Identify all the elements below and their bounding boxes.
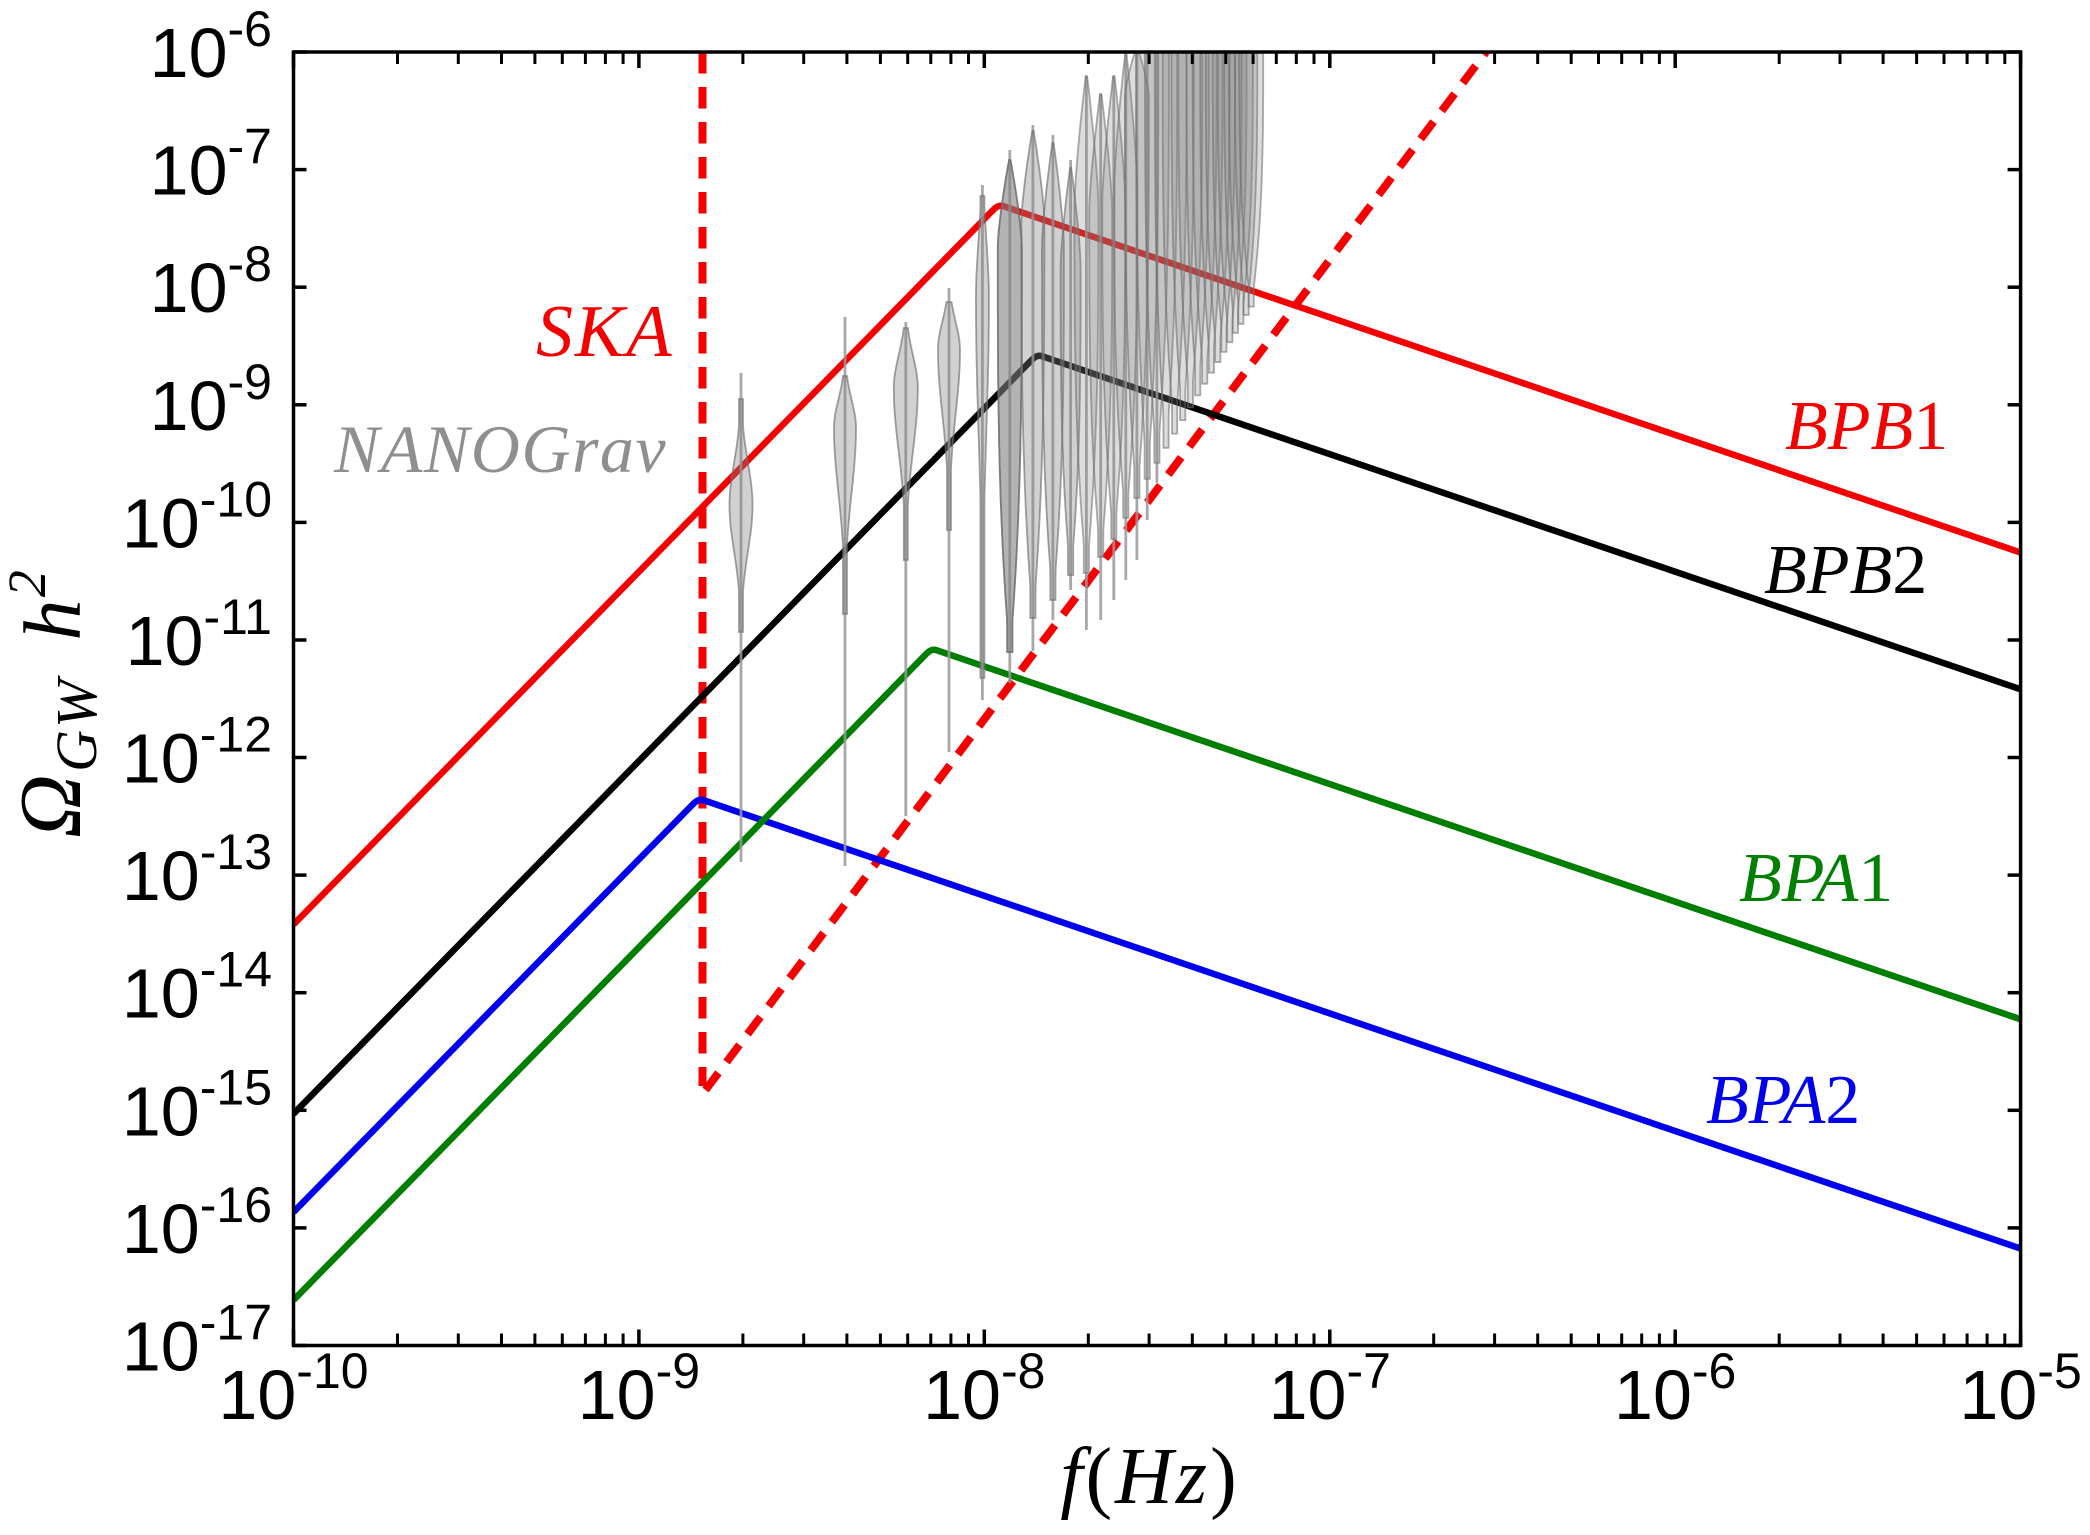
svg-text:BPB2: BPB2 (1764, 532, 1927, 609)
svg-text:BPB1: BPB1 (1785, 388, 1948, 465)
svg-text:f(Hz): f(Hz) (1060, 1433, 1239, 1521)
svg-text:10-14: 10-14 (122, 942, 272, 1033)
svg-text:BPA2: BPA2 (1706, 1062, 1860, 1139)
svg-text:ΩGW h2: ΩGW h2 (0, 568, 109, 838)
svg-text:10-9: 10-9 (150, 354, 272, 445)
svg-text:BPA1: BPA1 (1739, 840, 1893, 917)
svg-text:SKA: SKA (536, 291, 674, 373)
svg-text:10-11: 10-11 (126, 589, 272, 680)
svg-text:10-10: 10-10 (218, 1343, 368, 1434)
svg-text:10-17: 10-17 (122, 1295, 272, 1386)
svg-text:NANOGrav: NANOGrav (333, 411, 667, 487)
svg-text:10-7: 10-7 (1269, 1343, 1391, 1434)
svg-text:10-8: 10-8 (150, 236, 272, 327)
svg-text:10-15: 10-15 (122, 1059, 272, 1150)
